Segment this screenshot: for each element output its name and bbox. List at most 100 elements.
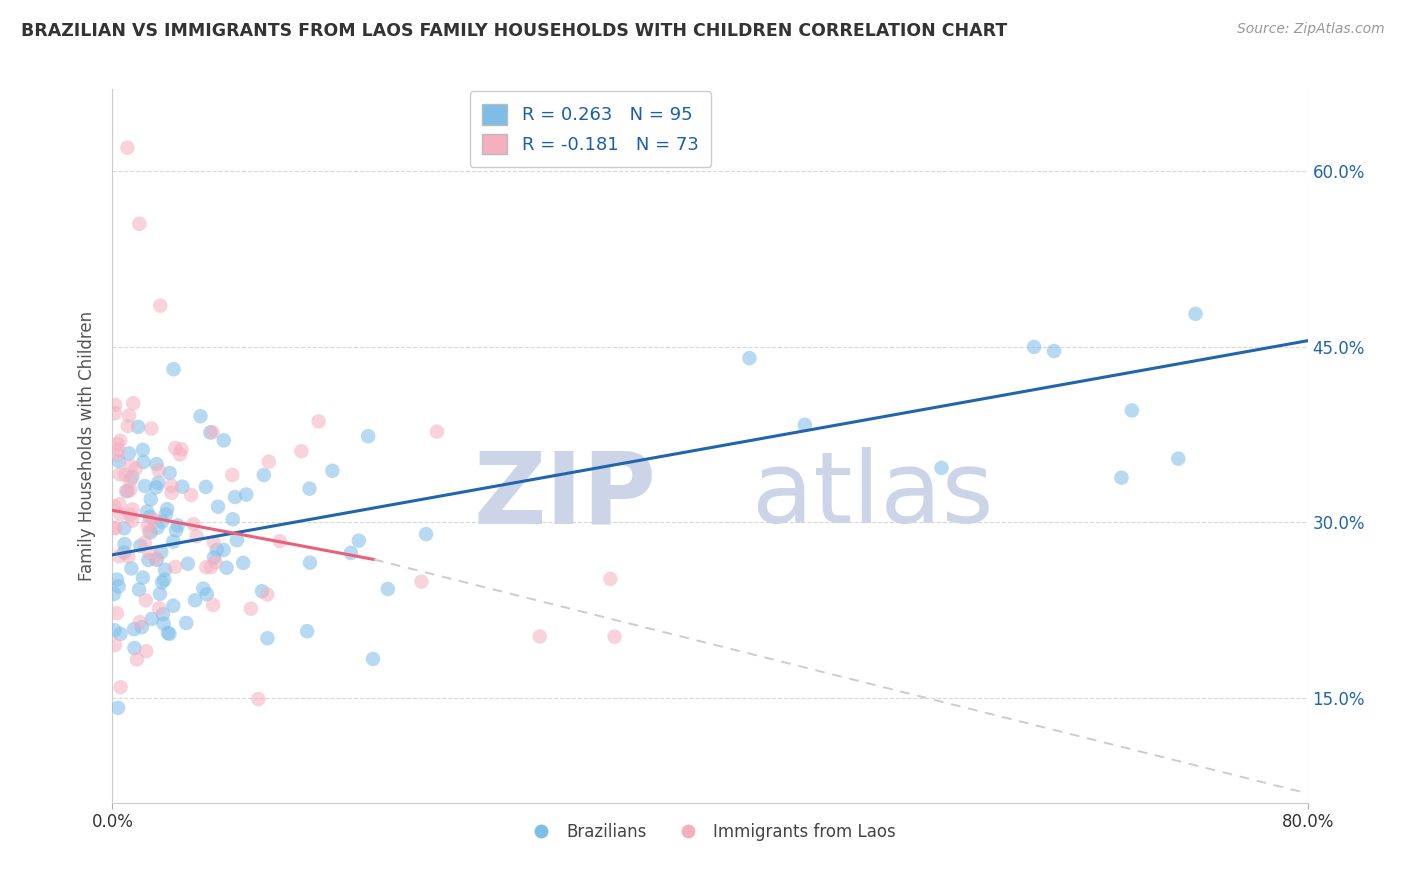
Point	[165, 441, 187, 455]
Point	[603, 630, 626, 644]
Point	[150, 575, 173, 590]
Point	[118, 409, 141, 423]
Point	[321, 464, 343, 478]
Point	[269, 534, 291, 549]
Point	[599, 572, 621, 586]
Point	[128, 615, 150, 629]
Point	[105, 573, 128, 587]
Point	[202, 535, 225, 549]
Point	[298, 556, 321, 570]
Point	[132, 455, 155, 469]
Point	[190, 409, 212, 424]
Point	[165, 524, 187, 538]
Point	[160, 478, 183, 492]
Point	[115, 484, 138, 499]
Point	[157, 627, 180, 641]
Point	[117, 549, 139, 564]
Point	[110, 434, 132, 448]
Point	[1184, 307, 1206, 321]
Point	[222, 512, 245, 526]
Point	[114, 537, 136, 551]
Point	[110, 507, 132, 521]
Point	[120, 483, 142, 498]
Point	[118, 446, 141, 460]
Point	[155, 508, 177, 522]
Point	[186, 529, 208, 543]
Point	[257, 455, 280, 469]
Point	[340, 546, 363, 560]
Point	[139, 492, 162, 507]
Point	[134, 479, 156, 493]
Point	[107, 437, 129, 451]
Point	[117, 419, 139, 434]
Point	[162, 362, 184, 376]
Point	[204, 555, 226, 569]
Point	[114, 467, 136, 482]
Point	[136, 504, 159, 518]
Point	[150, 515, 173, 529]
Point	[117, 141, 139, 155]
Point	[153, 573, 176, 587]
Point	[121, 470, 143, 484]
Point	[160, 485, 183, 500]
Point	[103, 499, 125, 513]
Point	[112, 545, 135, 559]
Point	[129, 539, 152, 553]
Point	[122, 396, 145, 410]
Point	[149, 587, 172, 601]
Point	[105, 448, 128, 462]
Point	[232, 556, 254, 570]
Point	[212, 543, 235, 558]
Point	[308, 414, 330, 428]
Point	[148, 463, 170, 477]
Point	[117, 483, 139, 498]
Point	[250, 584, 273, 599]
Point	[205, 542, 228, 557]
Point	[172, 480, 194, 494]
Point	[108, 454, 131, 468]
Point	[183, 517, 205, 532]
Point	[166, 518, 188, 533]
Point	[162, 599, 184, 613]
Point	[200, 560, 222, 574]
Point	[295, 624, 318, 639]
Point	[156, 625, 179, 640]
Point	[195, 560, 218, 574]
Text: Source: ZipAtlas.com: Source: ZipAtlas.com	[1237, 22, 1385, 37]
Point	[150, 545, 173, 559]
Point	[141, 421, 163, 435]
Point	[156, 502, 179, 516]
Point	[207, 500, 229, 514]
Point	[235, 487, 257, 501]
Point	[377, 582, 399, 596]
Point	[107, 701, 129, 715]
Point	[357, 429, 380, 443]
Point	[149, 299, 172, 313]
Point	[146, 475, 169, 490]
Point	[141, 612, 163, 626]
Point	[135, 644, 157, 658]
Point	[256, 587, 278, 601]
Point	[124, 641, 146, 656]
Point	[793, 417, 815, 432]
Legend: Brazilians, Immigrants from Laos: Brazilians, Immigrants from Laos	[517, 817, 903, 848]
Point	[200, 425, 222, 440]
Point	[145, 480, 167, 494]
Point	[139, 525, 162, 540]
Point	[145, 553, 167, 567]
Point	[104, 521, 127, 535]
Point	[120, 508, 142, 522]
Point	[153, 563, 176, 577]
Point	[104, 638, 127, 652]
Point	[107, 579, 129, 593]
Point	[212, 434, 235, 448]
Point	[138, 524, 160, 539]
Y-axis label: Family Households with Children: Family Households with Children	[77, 311, 96, 581]
Point	[347, 533, 370, 548]
Point	[1167, 451, 1189, 466]
Point	[202, 598, 225, 612]
Point	[298, 482, 321, 496]
Point	[104, 398, 127, 412]
Point	[103, 624, 125, 638]
Point	[121, 502, 143, 516]
